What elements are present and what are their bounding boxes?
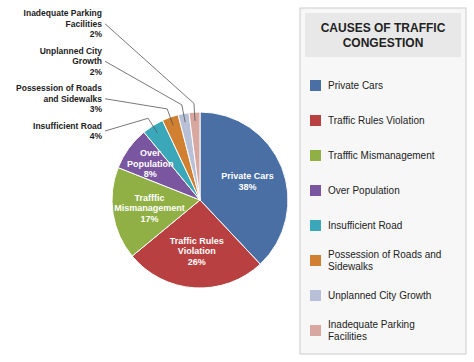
legend-swatch	[310, 80, 321, 91]
chart-container: Private Cars38%Traffic RulesViolation26%…	[0, 0, 474, 362]
text-line: Over Population	[328, 185, 400, 196]
text-line: Over	[140, 148, 161, 158]
slice-name: Traffic RulesViolation	[170, 236, 224, 257]
slice-label: Insufficient Road4%	[33, 121, 102, 142]
text-line: Unplanned City Growth	[328, 290, 431, 301]
title-box	[305, 13, 461, 57]
legend-swatch	[310, 115, 321, 126]
data-label: 38%	[238, 182, 256, 192]
slice-label: Traffic RulesViolation26%	[170, 236, 224, 267]
legend-item: Private Cars	[310, 80, 383, 91]
legend-label: Inadequate ParkingFacilities	[328, 319, 415, 342]
legend-item: Over Population	[310, 185, 400, 196]
legend-swatch	[310, 325, 321, 336]
text-line: and Sidewalks	[43, 94, 102, 104]
legend-label: Traffic Rules Violation	[328, 115, 425, 126]
pie-slice	[189, 112, 200, 200]
legend-label: Unplanned City Growth	[328, 290, 431, 301]
legend-swatch	[310, 150, 321, 161]
legend-swatch	[310, 255, 321, 266]
data-labels: Private Cars38% Traffic RulesViolation26%…	[16, 8, 274, 266]
legend-swatch	[310, 185, 321, 196]
text-line: Traffic Rules Violation	[328, 115, 425, 126]
text-line: Unplanned City	[40, 46, 103, 56]
data-label: 2%	[90, 67, 103, 77]
slice-name: TraffficMismanagement	[114, 193, 185, 214]
legend-item: Insufficient Road	[310, 220, 402, 231]
text-line: Trafffic Mismanagement	[328, 150, 435, 161]
slice-name: Insufficient Road	[33, 121, 102, 131]
text-line: CAUSES OF TRAFFIC	[321, 21, 446, 35]
legend-swatch	[310, 220, 321, 231]
text-line: Growth	[72, 56, 102, 66]
legend-item: Unplanned City Growth	[310, 290, 431, 301]
data-label: 4%	[90, 131, 103, 141]
text-line: Insufficient Road	[328, 220, 402, 231]
slice-name: OverPopulation	[127, 148, 174, 169]
slice-label: TraffficMismanagement17%	[114, 193, 185, 224]
slice-name: Possession of Roadsand Sidewalks	[16, 83, 102, 104]
slice-label: OverPopulation8%	[127, 148, 174, 179]
text-line: Facilities	[328, 331, 367, 342]
pie	[112, 112, 288, 288]
leader-line	[105, 61, 185, 122]
slice-name: Inadequate ParkingFacilities	[24, 8, 103, 29]
data-label: 17%	[141, 214, 159, 224]
legend-item: Traffic Rules Violation	[310, 115, 425, 126]
legend-item: Inadequate ParkingFacilities	[310, 319, 415, 342]
text-line: Insufficient Road	[33, 121, 102, 131]
leader-line	[105, 99, 173, 126]
text-line: Violation	[178, 246, 216, 256]
legend-panel	[300, 8, 466, 354]
text-line: Private Cars	[328, 80, 383, 91]
pie-slice	[178, 113, 200, 200]
text-line: Trafffic	[135, 193, 165, 203]
legend-label: Insufficient Road	[328, 220, 402, 231]
slice-label: Private Cars38%	[221, 171, 274, 192]
legend-item: Possession of Roads andSidewalks	[310, 249, 441, 272]
legend-swatch	[310, 290, 321, 301]
legend-item: Trafffic Mismanagement	[310, 150, 435, 161]
leader-line	[105, 118, 158, 133]
legend-label: Over Population	[328, 185, 400, 196]
text-line: Sidewalks	[328, 261, 373, 272]
slice-name: Private Cars	[221, 171, 274, 181]
pie-slice	[132, 200, 260, 288]
text-line: CONGESTION	[343, 36, 424, 50]
slice-name: Unplanned CityGrowth	[40, 46, 103, 67]
legend-label: Possession of Roads andSidewalks	[328, 249, 441, 272]
chart-title: CAUSES OF TRAFFICCONGESTION	[321, 21, 446, 50]
text-line: Facilities	[66, 19, 103, 29]
data-label: 2%	[90, 29, 103, 39]
text-line: Population	[127, 159, 174, 169]
slice-label: Unplanned CityGrowth2%	[40, 46, 103, 77]
data-label: 8%	[144, 169, 157, 179]
text-line: Traffic Rules	[170, 236, 224, 246]
legend-label: Trafffic Mismanagement	[328, 150, 435, 161]
chart-svg: Private Cars38%Traffic RulesViolation26%…	[0, 0, 474, 362]
slice-label: Inadequate ParkingFacilities2%	[24, 8, 103, 39]
legend: CAUSES OF TRAFFICCONGESTION Private Cars T…	[300, 8, 466, 354]
text-line: Mismanagement	[114, 203, 185, 213]
text-line: Possession of Roads and	[328, 249, 441, 260]
data-label: 3%	[90, 104, 103, 114]
text-line: Possession of Roads	[16, 83, 102, 93]
slice-label: Possession of Roadsand Sidewalks3%	[16, 83, 102, 114]
text-line: Inadequate Parking	[328, 319, 415, 330]
legend-label: Private Cars	[328, 80, 383, 91]
text-line: Inadequate Parking	[24, 8, 102, 18]
data-label: 26%	[188, 257, 206, 267]
text-line: Private Cars	[221, 171, 274, 181]
